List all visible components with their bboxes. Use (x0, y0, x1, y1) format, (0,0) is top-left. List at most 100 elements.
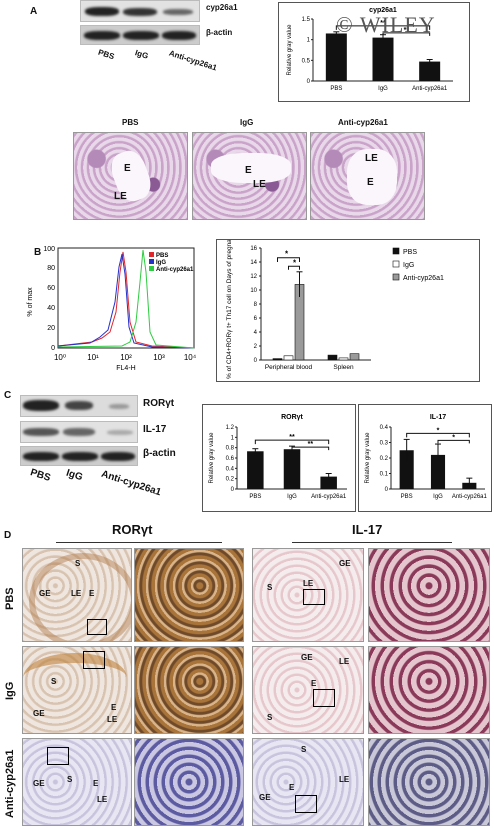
mark-e: E (111, 703, 117, 712)
mark-e: E (311, 679, 317, 688)
legend-pbs: PBS (156, 253, 168, 259)
x-tick-label: PBS (249, 494, 261, 500)
sig-bracket (291, 446, 330, 451)
micro-title-igg: IgG (240, 118, 254, 127)
bar (372, 37, 394, 81)
mark-e: E (93, 779, 99, 788)
x-tick-label: PBS (401, 494, 413, 500)
th17-chart-box: 0 2 4 6 8 10 12 14 16 Peripheral blood Spleen * * % o… (216, 228, 480, 382)
zoom-box (47, 747, 69, 765)
flow-x-tick: 10³ (153, 353, 165, 362)
mark-e: E (89, 589, 95, 598)
blot-label-il17: IL-17 (143, 424, 167, 435)
y-tick-label: 0 (307, 79, 311, 85)
mark-e: E (124, 163, 131, 174)
x-tick-label: Anti-cyp26a1 (412, 86, 448, 92)
mark-s: S (75, 559, 81, 568)
bar (283, 355, 294, 361)
legend-swatch (392, 260, 400, 268)
beta-actin-blot (80, 25, 200, 45)
bar (419, 61, 441, 81)
flow-y-tick: 0 (51, 345, 55, 352)
legend-swatch-igg (149, 259, 154, 264)
bar (320, 476, 337, 489)
panel-d-letter: D (4, 530, 12, 541)
y-tick-label: 1 (231, 435, 235, 441)
histogram-igg (57, 253, 195, 349)
y-tick-label: 0 (254, 358, 258, 364)
y-tick-label: 1.2 (226, 425, 235, 431)
x-tick-label: Anti-cyp26a1 (452, 494, 488, 500)
sig-marker: ** (404, 27, 410, 34)
sig-bracket (406, 432, 470, 438)
col-rule-il17 (292, 542, 452, 543)
y-tick-label: 0.4 (226, 466, 235, 472)
sig-marker: ** (289, 434, 295, 441)
zoom-box (83, 651, 105, 669)
th17-bar-chart: 0 2 4 6 8 10 12 14 16 Peripheral blood Spleen * * % o… (226, 228, 444, 379)
y-axis-label: Relative gray value (209, 432, 215, 484)
ihc-il17-pbs-zoom (368, 548, 490, 642)
mark-ge: GE (33, 709, 45, 718)
y-tick-label: 8 (254, 302, 258, 308)
mark-ge: GE (259, 793, 271, 802)
blot-label-cyp26a1: cyp26a1 (206, 3, 238, 12)
sig-marker: * (452, 434, 455, 441)
sig-bracket (254, 439, 330, 445)
y-tick-label: 0.6 (226, 456, 235, 462)
y-tick-label: 6 (254, 316, 258, 322)
col-rule-rorgt (56, 542, 222, 543)
ihc-il17-igg: GE LE E S (252, 646, 364, 734)
flow-x-tick: 10¹ (87, 353, 99, 362)
flow-y-tick: 20 (47, 325, 55, 332)
mark-le: LE (71, 589, 82, 598)
legend-swatch (392, 247, 400, 255)
y-tick-label: 0 (231, 487, 235, 493)
y-tick-label: 0.1 (380, 472, 389, 478)
legend-igg: IgG (156, 260, 166, 266)
ihc-il17-pbs: S LE GE (252, 548, 364, 642)
zoom-box (303, 589, 325, 605)
x-tick-label: Peripheral blood (265, 364, 313, 371)
bar (430, 454, 446, 489)
mark-le: LE (303, 579, 314, 588)
bar (399, 450, 414, 489)
histogram-pbs (57, 251, 195, 349)
mark-le: LE (339, 775, 350, 784)
il17-bar-chart: 0 0.1 0.2 0.3 0.4 PBS IgG Anti-cyp26a1 IL-17 Rela… (365, 414, 488, 500)
histogram-anti (57, 249, 195, 349)
y-tick-label: 0.2 (226, 477, 235, 483)
micro-title-pbs: PBS (122, 118, 139, 127)
y-tick-label: 1 (307, 38, 311, 44)
legend-label: PBS (403, 249, 417, 256)
x-tick-label: IgG (433, 494, 443, 500)
il17-chart-box: 0 0.1 0.2 0.3 0.4 PBS IgG Anti-cyp26a1 IL-17 Rela… (358, 404, 492, 512)
flow-y-tick: 40 (47, 305, 55, 312)
mark-e: E (245, 165, 252, 176)
flow-y-label: % of max (27, 287, 34, 317)
mark-ge: GE (339, 559, 351, 568)
ihc-rorgt-anti: GE S E LE (22, 738, 132, 826)
col-title-il17: IL-17 (352, 522, 383, 537)
x-tick-label: Spleen (333, 364, 354, 371)
ihc-rorgt-igg: S GE E LE (22, 646, 132, 734)
sig-bracket (437, 439, 470, 444)
y-tick-label: 0.5 (302, 58, 311, 64)
sig-marker: * (293, 259, 297, 268)
y-axis-label: Relative gray value (287, 24, 293, 76)
col-title-rorgt: RORγt (112, 522, 153, 537)
sig-bracket (288, 265, 300, 270)
y-tick-label: 0 (385, 487, 389, 493)
mark-le: LE (339, 657, 350, 666)
rorgt-blot (20, 395, 138, 417)
bar (338, 357, 349, 361)
x-tick-label: Anti-cyp26a1 (311, 494, 347, 500)
c-beta-actin-blot (20, 446, 138, 466)
ihc-il17-igg-zoom (368, 646, 490, 734)
x-tick-label: PBS (330, 86, 342, 92)
mark-le: LE (365, 153, 378, 164)
panel-c-letter: C (4, 390, 12, 401)
sig-marker: ** (380, 20, 386, 27)
y-tick-label: 12 (250, 274, 257, 280)
lane-label-igg: IgG (133, 48, 150, 61)
